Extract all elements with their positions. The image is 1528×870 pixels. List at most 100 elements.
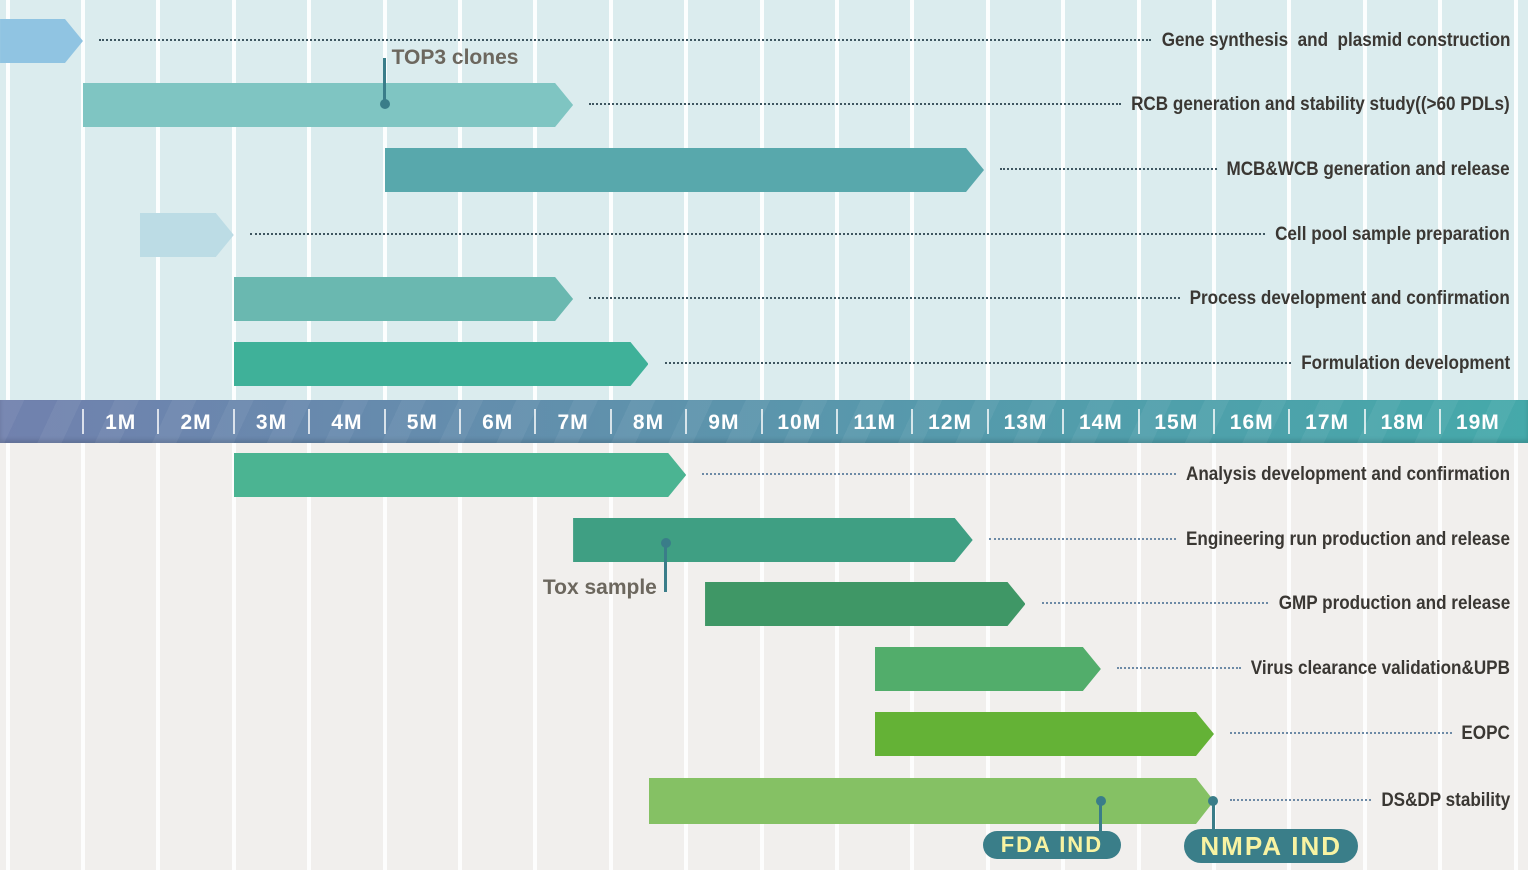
axis-month-label: 6M — [482, 411, 514, 434]
task-label: GMP production and release — [1278, 593, 1510, 614]
axis-tick — [836, 409, 838, 434]
task-bar — [234, 342, 649, 386]
gridline — [1287, 443, 1292, 870]
gridline — [1136, 0, 1141, 400]
leader-line — [249, 233, 1266, 235]
axis-tick — [1439, 409, 1442, 434]
task-label: Cell pool sample preparation — [1275, 224, 1510, 245]
axis-month-label: 10M — [777, 411, 822, 434]
annotation-top3-clones-label: TOP3 clones — [391, 46, 519, 69]
axis-tick — [1062, 409, 1065, 434]
axis-tick — [1137, 409, 1140, 434]
axis-month-label: 15M — [1154, 411, 1199, 434]
axis-tick — [232, 409, 235, 434]
axis-tick — [383, 409, 386, 434]
task-bar — [875, 647, 1101, 691]
axis-tick — [308, 409, 311, 434]
axis-tick — [911, 409, 914, 434]
task-label: Virus clearance validation&UPB — [1250, 658, 1510, 679]
gridline — [1212, 0, 1216, 400]
axis-month-label: 9M — [708, 411, 740, 434]
task-bar — [0, 19, 83, 63]
axis-tick — [609, 409, 612, 434]
gridline — [5, 443, 10, 870]
task-label: Process development and confirmation — [1189, 288, 1510, 309]
axis-month-label: 7M — [557, 411, 589, 434]
axis-month-label: 14M — [1078, 411, 1123, 434]
task-label: Analysis development and confirmation — [1185, 464, 1510, 485]
axis-month-label: 16M — [1229, 411, 1274, 434]
task-bar — [234, 277, 573, 321]
leader-line — [988, 538, 1176, 540]
gridline — [1438, 443, 1443, 870]
gridline — [1438, 0, 1443, 400]
leader-line — [589, 103, 1122, 105]
gridline — [835, 0, 839, 400]
task-label: RCB generation and stability study((>60 … — [1131, 94, 1510, 115]
axis-tick — [459, 409, 461, 434]
axis-tick — [1288, 409, 1291, 434]
gridline — [684, 0, 689, 400]
gridline — [1212, 443, 1216, 870]
task-label: Engineering run production and release — [1186, 529, 1510, 550]
axis-tick — [760, 409, 763, 434]
annotation-tox-sample-label: Tox sample — [542, 576, 657, 599]
task-label: MCB&WCB generation and release — [1226, 159, 1510, 180]
axis-tick — [1363, 409, 1366, 434]
axis-tick — [157, 409, 160, 434]
axis-month-label: 4M — [331, 411, 363, 434]
leader-line — [1230, 732, 1452, 734]
top-section-background — [0, 0, 1528, 400]
leader-line — [1116, 667, 1241, 669]
gridline — [1287, 0, 1292, 400]
axis-tick — [534, 409, 537, 434]
gridline — [910, 0, 915, 400]
axis-month-label: 5M — [406, 411, 438, 434]
gridline — [307, 0, 312, 400]
axis-tick — [986, 409, 989, 434]
leader-line — [1041, 602, 1269, 604]
task-bar — [385, 148, 984, 192]
axis-month-label: 18M — [1380, 411, 1425, 434]
gridline — [1513, 0, 1518, 400]
task-bar — [649, 778, 1215, 824]
gridline — [231, 443, 236, 870]
axis-tick — [1213, 409, 1215, 434]
axis-month-label: 8M — [632, 411, 665, 434]
gridline — [382, 443, 387, 870]
gridline — [5, 0, 10, 400]
axis-tick — [685, 409, 688, 434]
task-label: EOPC — [1461, 723, 1510, 744]
task-bar — [875, 712, 1214, 756]
marker-line — [1099, 801, 1103, 831]
gridline — [533, 0, 538, 400]
gridline — [307, 443, 312, 870]
axis-month-label: 13M — [1003, 411, 1048, 434]
leader-line — [702, 473, 1176, 475]
gridline — [156, 0, 161, 400]
gridline — [985, 0, 990, 400]
gridline — [759, 443, 764, 870]
task-bar — [234, 453, 686, 497]
task-label: DS&DP stability — [1381, 790, 1510, 811]
gridline — [533, 443, 538, 870]
gridline — [1061, 0, 1066, 400]
marker-line — [383, 58, 387, 105]
gridline — [1136, 443, 1141, 870]
gridline — [759, 0, 764, 400]
axis-month-label: 1M — [105, 411, 137, 434]
marker-dot — [379, 99, 390, 109]
gridline — [382, 0, 387, 400]
task-bar — [140, 213, 234, 257]
gridline — [458, 443, 462, 870]
axis-texture — [0, 400, 1528, 443]
task-bar — [705, 582, 1025, 626]
axis-month-label: 12M — [928, 411, 973, 434]
axis-month-label: 3M — [255, 411, 288, 434]
leader-line — [1000, 168, 1217, 170]
axis-month-label: 17M — [1305, 411, 1350, 434]
leader-line — [99, 39, 1152, 41]
badge-nmpa-ind: NMPA IND — [1184, 829, 1359, 863]
axis-month-label: 19M — [1455, 411, 1500, 434]
